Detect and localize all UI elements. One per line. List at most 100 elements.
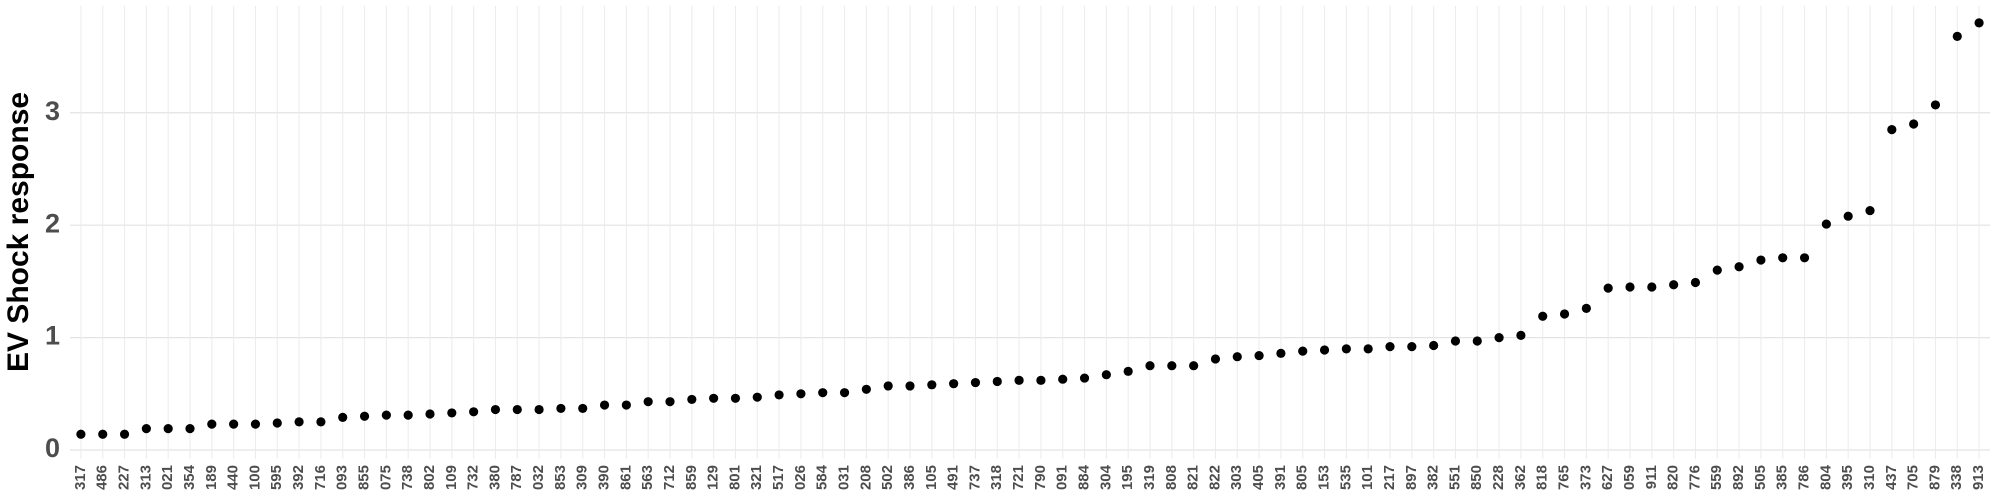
point: [207, 419, 217, 429]
y-tick-label: 3: [45, 96, 60, 126]
point: [359, 411, 370, 421]
x-tick-label: 861: [617, 465, 634, 490]
point: [1276, 348, 1286, 358]
point: [1167, 361, 1177, 371]
point: [512, 404, 522, 415]
x-tick-label: 892: [1730, 465, 1747, 490]
point: [643, 397, 653, 407]
x-tick-label: 491: [945, 465, 962, 490]
x-tick-label: 313: [137, 465, 154, 490]
point: [490, 404, 501, 415]
point: [1516, 330, 1526, 340]
point: [1865, 205, 1875, 216]
y-tick-label: 0: [45, 433, 60, 463]
x-tick-label: 505: [1752, 465, 1769, 490]
x-tick-label: 382: [1425, 465, 1442, 490]
point: [839, 388, 850, 398]
x-tick-label: 217: [1381, 465, 1398, 490]
x-tick-label: 517: [770, 465, 787, 490]
point: [927, 380, 937, 390]
x-tick-label: 380: [486, 465, 503, 490]
x-tick-label: 109: [443, 465, 460, 490]
point: [774, 390, 784, 400]
x-tick-label: 790: [1032, 465, 1049, 490]
x-tick-label: 737: [966, 465, 983, 490]
point: [1429, 340, 1439, 351]
x-tick-label: 705: [1905, 465, 1922, 490]
point: [752, 392, 762, 402]
x-tick-label: 129: [705, 465, 722, 490]
x-tick-label: 627: [1599, 465, 1616, 490]
x-tick-label: 776: [1686, 465, 1703, 490]
point: [730, 393, 741, 403]
point: [1014, 375, 1024, 385]
point: [1559, 309, 1570, 319]
x-tick-label: 392: [290, 465, 307, 490]
point: [883, 381, 893, 391]
x-tick-label: 502: [879, 465, 896, 490]
point: [1930, 100, 1941, 110]
point: [403, 410, 413, 420]
x-tick-label: 535: [1337, 465, 1354, 490]
x-tick-label: 309: [574, 465, 591, 490]
x-tick-label: 859: [683, 465, 700, 490]
point: [1341, 344, 1351, 354]
point: [1494, 333, 1504, 343]
point: [294, 417, 304, 427]
x-tick-label: 913: [1970, 465, 1987, 490]
point: [425, 409, 435, 419]
x-tick-label: 820: [1665, 465, 1682, 490]
x-tick-label: 721: [1010, 465, 1027, 490]
point: [1363, 344, 1373, 354]
point: [1189, 361, 1199, 371]
point: [1821, 219, 1831, 229]
x-tick-label: 712: [661, 465, 678, 490]
point: [119, 429, 130, 439]
point: [381, 410, 391, 420]
point: [709, 393, 719, 403]
x-tick-label: 386: [901, 465, 918, 490]
point: [1952, 31, 1962, 41]
point: [687, 394, 697, 405]
x-tick-label: 031: [836, 465, 853, 490]
point: [1058, 374, 1068, 384]
point: [1712, 265, 1722, 275]
x-tick-label: 595: [268, 465, 285, 490]
point: [1581, 303, 1591, 313]
x-tick-label: 354: [181, 464, 198, 490]
point: [1145, 361, 1155, 371]
x-tick-label: 362: [1512, 465, 1529, 490]
point: [1799, 253, 1810, 263]
point: [1538, 311, 1548, 321]
x-tick-label: 551: [1446, 465, 1463, 490]
x-tick-label: 821: [1185, 465, 1202, 490]
point: [250, 419, 261, 429]
x-tick-label: 879: [1926, 465, 1943, 490]
x-tick-label: 091: [1054, 465, 1071, 490]
x-tick-label: 437: [1883, 465, 1900, 490]
point: [1647, 282, 1657, 292]
point: [1472, 336, 1482, 346]
x-tick-label: 765: [1556, 465, 1573, 490]
x-tick-label: 395: [1839, 465, 1856, 490]
x-tick-label: 227: [116, 465, 133, 490]
point: [1843, 211, 1853, 221]
y-axis-title: EV Shock response: [2, 92, 35, 372]
point: [1887, 125, 1897, 135]
point: [578, 403, 588, 414]
x-tick-label: 059: [1621, 465, 1638, 490]
x-tick-label: 405: [1250, 465, 1267, 490]
x-tick-label: 732: [465, 465, 482, 490]
point: [949, 379, 959, 389]
x-tick-label: 317: [72, 465, 89, 490]
x-tick-label: 805: [1294, 465, 1311, 490]
point: [992, 376, 1002, 387]
point: [818, 388, 828, 398]
point: [163, 424, 173, 434]
x-tick-label: 385: [1774, 465, 1791, 490]
x-tick-label: 093: [334, 465, 351, 490]
point: [447, 408, 457, 418]
point: [98, 429, 108, 439]
